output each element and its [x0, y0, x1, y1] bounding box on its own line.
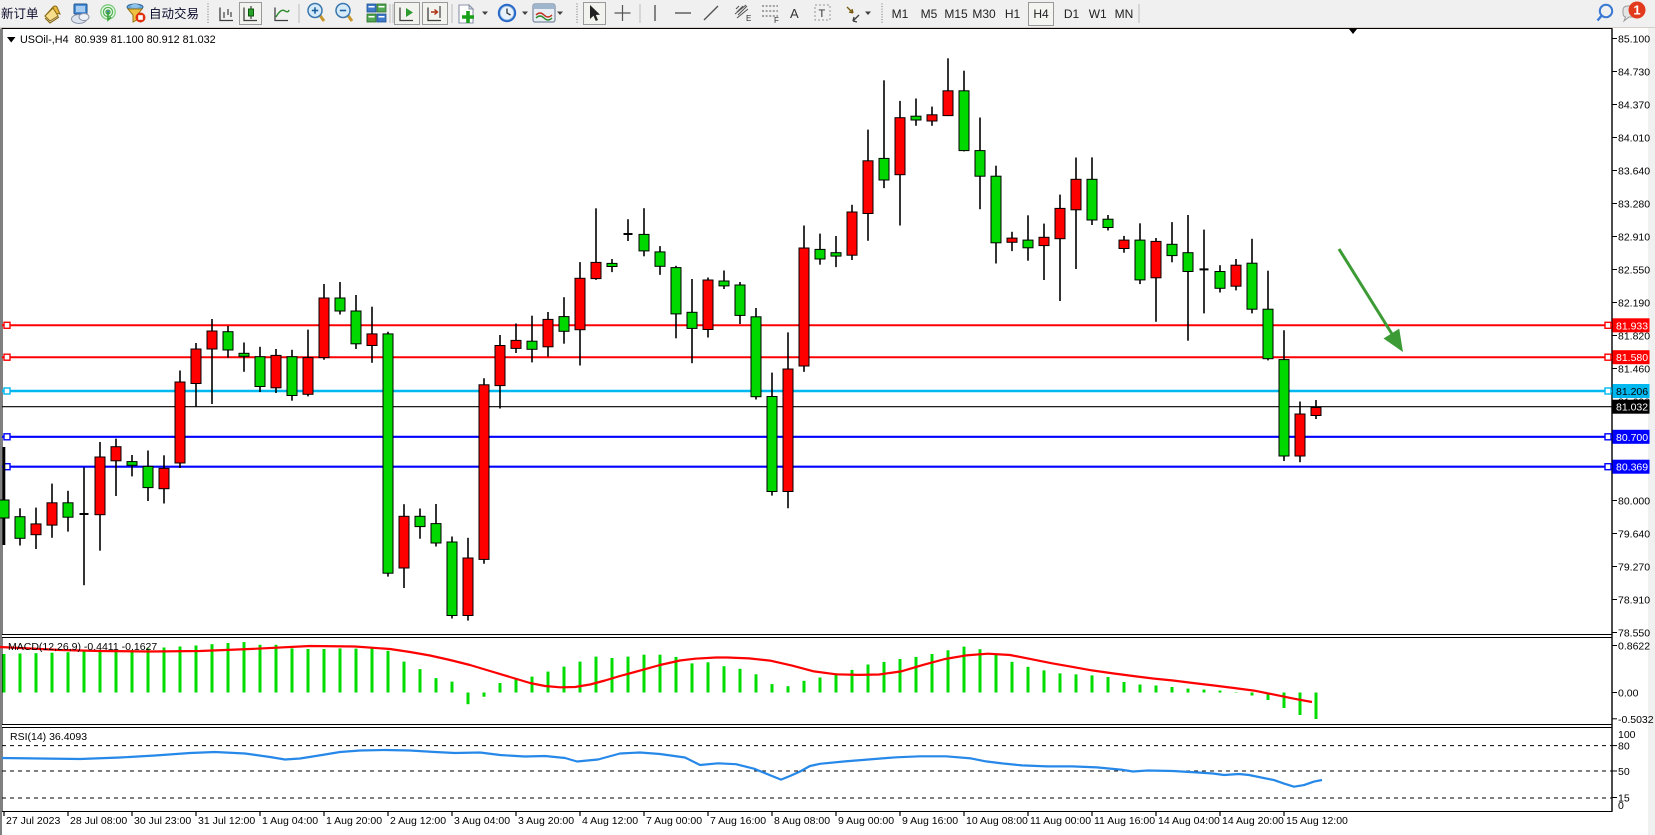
svg-text:F: F: [774, 16, 779, 25]
svg-text:MN: MN: [1115, 7, 1134, 21]
svg-text:81.460: 81.460: [1618, 364, 1650, 376]
svg-text:11 Aug 16:00: 11 Aug 16:00: [1094, 815, 1155, 827]
svg-text:30 Jul 23:00: 30 Jul 23:00: [134, 815, 191, 827]
svg-text:0.00: 0.00: [1618, 688, 1639, 700]
svg-text:RSI(14) 36.4093: RSI(14) 36.4093: [10, 731, 87, 743]
svg-text:7 Aug 16:00: 7 Aug 16:00: [710, 815, 766, 827]
svg-text:3 Aug 04:00: 3 Aug 04:00: [454, 815, 510, 827]
svg-text:79.270: 79.270: [1618, 562, 1650, 574]
svg-text:81.580: 81.580: [1616, 352, 1648, 364]
svg-text:0.8622: 0.8622: [1618, 641, 1650, 653]
svg-text:9 Aug 16:00: 9 Aug 16:00: [902, 815, 958, 827]
svg-text:USOil-,H4 80.939 81.100 80.91: USOil-,H4 80.939 81.100 80.912 81.032: [20, 34, 216, 46]
svg-text:W1: W1: [1089, 7, 1107, 21]
svg-text:-0.5032: -0.5032: [1618, 714, 1654, 726]
svg-text:78.550: 78.550: [1618, 628, 1650, 640]
svg-text:A: A: [790, 6, 799, 21]
svg-text:M15: M15: [944, 7, 968, 21]
svg-text:50: 50: [1618, 766, 1630, 778]
svg-text:14 Aug 20:00: 14 Aug 20:00: [1222, 815, 1284, 827]
svg-text:10 Aug 08:00: 10 Aug 08:00: [966, 815, 1028, 827]
svg-text:78.910: 78.910: [1618, 595, 1650, 607]
svg-text:82.550: 82.550: [1618, 265, 1650, 277]
svg-text:82.910: 82.910: [1618, 232, 1650, 244]
svg-text:8 Aug 08:00: 8 Aug 08:00: [774, 815, 830, 827]
svg-text:15 Aug 12:00: 15 Aug 12:00: [1286, 815, 1348, 827]
svg-text:84.730: 84.730: [1618, 67, 1650, 79]
svg-text:31 Jul 12:00: 31 Jul 12:00: [198, 815, 255, 827]
svg-text:81.820: 81.820: [1618, 331, 1650, 343]
svg-text:83.280: 83.280: [1618, 199, 1650, 211]
svg-text:80.700: 80.700: [1616, 432, 1648, 444]
svg-text:15: 15: [1618, 793, 1630, 805]
svg-text:81.032: 81.032: [1616, 402, 1648, 414]
svg-text:新订单: 新订单: [1, 6, 39, 21]
svg-text:84.370: 84.370: [1618, 100, 1650, 112]
svg-text:11 Aug 00:00: 11 Aug 00:00: [1030, 815, 1091, 827]
svg-text:MACD(12,26,9) -0.4411 -0.1627: MACD(12,26,9) -0.4411 -0.1627: [8, 641, 157, 653]
svg-text:80.000: 80.000: [1618, 496, 1650, 508]
svg-text:E: E: [746, 14, 751, 23]
svg-text:M5: M5: [921, 7, 938, 21]
svg-text:3 Aug 20:00: 3 Aug 20:00: [518, 815, 574, 827]
svg-text:M1: M1: [892, 7, 909, 21]
svg-text:27 Jul 2023: 27 Jul 2023: [6, 815, 60, 827]
svg-text:M30: M30: [972, 7, 996, 21]
svg-text:100: 100: [1618, 729, 1636, 741]
svg-text:7 Aug 00:00: 7 Aug 00:00: [646, 815, 702, 827]
svg-text:D1: D1: [1064, 7, 1080, 21]
svg-text:83.640: 83.640: [1618, 166, 1650, 178]
svg-text:81.933: 81.933: [1616, 320, 1648, 332]
svg-text:T: T: [819, 8, 826, 20]
svg-text:自动交易: 自动交易: [149, 6, 199, 21]
svg-text:85.100: 85.100: [1618, 34, 1650, 46]
svg-text:84.010: 84.010: [1618, 133, 1650, 145]
svg-text:H4: H4: [1033, 7, 1049, 21]
svg-text:H1: H1: [1005, 7, 1021, 21]
svg-text:79.640: 79.640: [1618, 529, 1650, 541]
svg-text:1 Aug 04:00: 1 Aug 04:00: [262, 815, 318, 827]
svg-text:9 Aug 00:00: 9 Aug 00:00: [838, 815, 894, 827]
svg-text:82.190: 82.190: [1618, 298, 1650, 310]
svg-text:0: 0: [1618, 800, 1624, 812]
svg-text:80.369: 80.369: [1616, 462, 1648, 474]
svg-text:14 Aug 04:00: 14 Aug 04:00: [1158, 815, 1220, 827]
svg-text:28 Jul 08:00: 28 Jul 08:00: [70, 815, 127, 827]
svg-text:1 Aug 20:00: 1 Aug 20:00: [326, 815, 382, 827]
svg-text:81.206: 81.206: [1616, 386, 1648, 398]
svg-text:4 Aug 12:00: 4 Aug 12:00: [582, 815, 638, 827]
svg-text:2 Aug 12:00: 2 Aug 12:00: [390, 815, 446, 827]
svg-text:80: 80: [1618, 741, 1630, 753]
svg-text:1: 1: [1633, 3, 1640, 18]
